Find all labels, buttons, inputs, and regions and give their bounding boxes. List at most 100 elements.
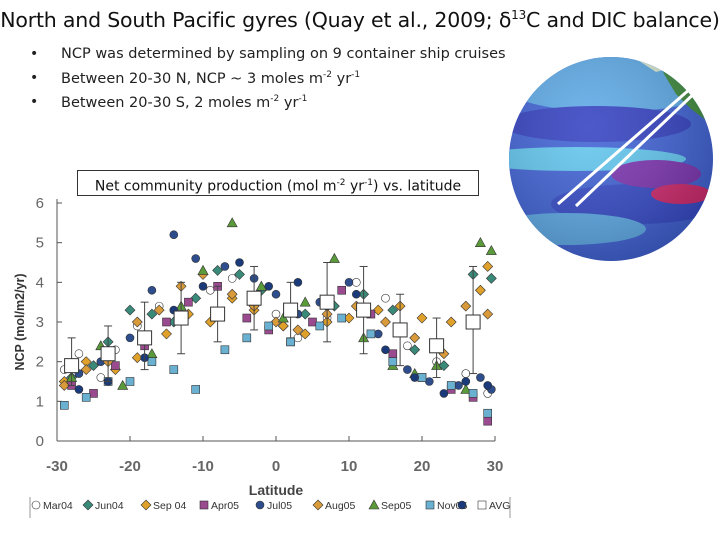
- point-aug05: [226, 288, 238, 300]
- point-feb05: [264, 281, 274, 291]
- bullet-dot: •: [30, 70, 39, 86]
- point-nov05: [483, 408, 493, 418]
- point-feb05: [235, 258, 244, 267]
- point-jul05: [271, 289, 281, 299]
- y-tick-label: 3: [36, 314, 44, 331]
- point-sep04: [277, 320, 289, 332]
- point-mar04: [403, 341, 412, 351]
- legend-label: Sep05: [381, 500, 412, 512]
- point-apr05: [242, 313, 252, 323]
- point-nov05: [388, 357, 398, 366]
- bullet-text: Between 20-30 S, 2 moles m: [61, 94, 271, 111]
- legend-marker: [477, 500, 487, 510]
- point-sep05: [474, 237, 486, 247]
- bullet-text: yr: [332, 70, 352, 87]
- point-nov05: [81, 393, 91, 402]
- legend-marker: [425, 500, 435, 510]
- legend-label: Mar04: [43, 500, 73, 512]
- point-jun04: [387, 304, 399, 316]
- point-aug05: [460, 300, 472, 312]
- x-tick-label: 10: [341, 458, 358, 475]
- bullet-dot: •: [30, 46, 39, 62]
- point-jul05: [191, 254, 200, 263]
- legend-marker: [31, 500, 41, 510]
- point-sep04: [131, 352, 143, 364]
- point-feb05: [439, 389, 449, 398]
- legend-marker: [457, 500, 467, 510]
- point-mar04: [74, 349, 84, 359]
- title-delta-symbol: δ: [498, 8, 512, 32]
- point-feb05: [381, 345, 390, 355]
- y-tick-label: 2: [36, 354, 44, 371]
- plot-area: -30 -20 -10 0 10 20 30 0 1 2 3 4 5 6 Latitude NCP (mol/…: [13, 195, 511, 518]
- point-sep04: [299, 328, 311, 340]
- bullet-item: • NCP was determined by sampling on 9 co…: [30, 46, 506, 70]
- point-feb05: [410, 373, 420, 382]
- point-avg: [283, 302, 299, 318]
- point-apr05: [162, 317, 171, 327]
- point-nov05: [286, 337, 295, 347]
- caption-superscript: -1: [364, 178, 374, 188]
- point-nov05: [191, 385, 200, 394]
- point-mar04: [351, 278, 361, 287]
- point-sep04: [474, 284, 486, 296]
- point-feb05: [198, 281, 208, 291]
- point-apr05: [388, 349, 398, 359]
- point-avg: [246, 290, 262, 306]
- point-jun04: [409, 344, 421, 356]
- point-jul05: [344, 278, 354, 287]
- point-aug05: [409, 332, 421, 344]
- point-jul05: [373, 329, 383, 339]
- point-jun04: [146, 308, 158, 320]
- point-jul05: [476, 373, 485, 382]
- bullet-superscript: -2: [270, 94, 280, 104]
- point-nov05: [264, 321, 274, 331]
- point-jun04: [124, 304, 136, 316]
- y-tick-label: 6: [36, 195, 44, 212]
- bullet-superscript: -2: [323, 70, 332, 80]
- point-jul05: [125, 333, 135, 343]
- point-avg: [465, 314, 481, 330]
- legend-label: Sep 04: [153, 500, 186, 512]
- point-nov05: [59, 400, 69, 410]
- point-mar04: [206, 285, 215, 295]
- point-nov05: [337, 313, 347, 323]
- point-apr05: [111, 361, 120, 370]
- legend-marker: [199, 500, 209, 510]
- point-sep05: [485, 244, 497, 255]
- point-avg: [356, 302, 372, 318]
- point-sep05: [197, 264, 209, 275]
- point-sep05: [117, 379, 129, 390]
- title-text: North and South Pacific gyres (Quay et a…: [0, 8, 499, 32]
- point-avg: [64, 358, 80, 374]
- point-feb05: [293, 278, 303, 287]
- point-jul05: [220, 262, 230, 271]
- point-sep04: [416, 312, 428, 324]
- point-apr05: [483, 416, 493, 426]
- point-nov05: [147, 357, 157, 366]
- y-axis-label: NCP (mol/m2/yr): [13, 273, 27, 370]
- point-mar04: [96, 373, 106, 382]
- point-apr05: [308, 317, 317, 327]
- point-apr05: [337, 285, 347, 295]
- point-jun04: [299, 308, 311, 320]
- point-nov05: [220, 345, 230, 355]
- point-nov05: [169, 365, 179, 374]
- point-jun04: [212, 265, 224, 276]
- point-feb05: [461, 377, 471, 386]
- point-jun04: [190, 292, 202, 304]
- point-aug05: [380, 316, 391, 328]
- caption-text: Net community production (mol m: [94, 178, 337, 195]
- point-mar04: [227, 274, 237, 283]
- point-aug05: [80, 364, 92, 376]
- point-sep05: [460, 383, 472, 394]
- globe-pacific-icon: [509, 57, 713, 261]
- point-sep04: [161, 328, 172, 340]
- legend-label: Jul05: [267, 500, 292, 512]
- point-nov05: [125, 377, 135, 386]
- point-avg: [392, 322, 408, 338]
- bullet-list: • NCP was determined by sampling on 9 co…: [30, 46, 506, 118]
- bullet-superscript: -1: [351, 70, 361, 80]
- y-tick-label: 4: [36, 274, 44, 291]
